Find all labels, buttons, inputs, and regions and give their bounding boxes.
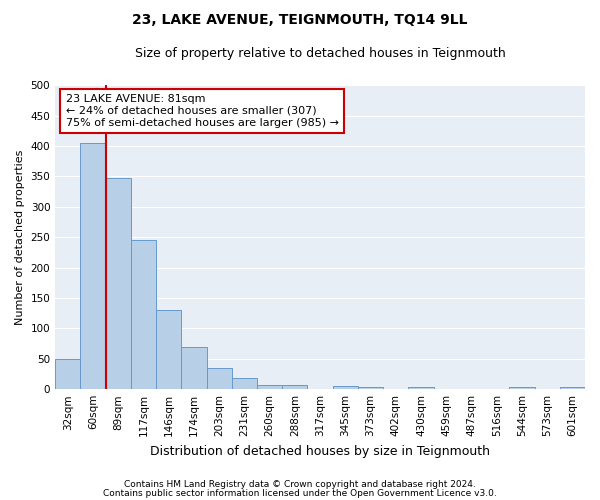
Bar [181, 346, 206, 389]
Text: Contains HM Land Registry data © Crown copyright and database right 2024.: Contains HM Land Registry data © Crown c… [124, 480, 476, 489]
Bar [358, 386, 383, 389]
Bar [131, 240, 156, 389]
Bar [80, 143, 106, 389]
Bar [257, 385, 282, 389]
Bar [156, 310, 181, 389]
Bar [509, 386, 535, 389]
Bar [282, 385, 307, 389]
Bar [206, 368, 232, 389]
Bar [409, 388, 434, 389]
X-axis label: Distribution of detached houses by size in Teignmouth: Distribution of detached houses by size … [150, 444, 490, 458]
Y-axis label: Number of detached properties: Number of detached properties [15, 150, 25, 325]
Text: 23, LAKE AVENUE, TEIGNMOUTH, TQ14 9LL: 23, LAKE AVENUE, TEIGNMOUTH, TQ14 9LL [132, 12, 468, 26]
Bar [332, 386, 358, 389]
Title: Size of property relative to detached houses in Teignmouth: Size of property relative to detached ho… [135, 48, 505, 60]
Text: Contains public sector information licensed under the Open Government Licence v3: Contains public sector information licen… [103, 489, 497, 498]
Bar [55, 359, 80, 389]
Bar [106, 178, 131, 389]
Text: 23 LAKE AVENUE: 81sqm
← 24% of detached houses are smaller (307)
75% of semi-det: 23 LAKE AVENUE: 81sqm ← 24% of detached … [66, 94, 339, 128]
Bar [232, 378, 257, 389]
Bar [560, 388, 585, 389]
